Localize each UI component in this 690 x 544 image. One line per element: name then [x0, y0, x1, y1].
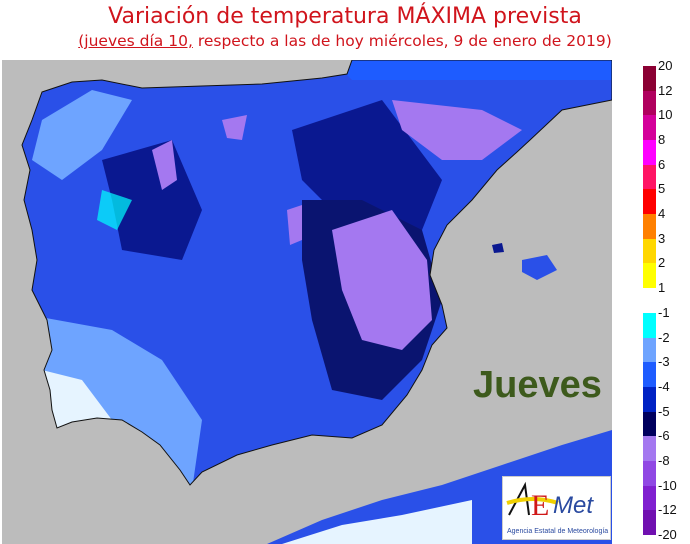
legend-label: 6 — [658, 156, 666, 172]
temperature-variation-map — [2, 60, 612, 544]
legend-label: 2 — [658, 255, 666, 271]
legend-label: -1 — [658, 305, 670, 320]
legend-swatch-positive — [643, 238, 656, 264]
svg-text:Met: Met — [553, 492, 594, 519]
legend-label: -4 — [658, 379, 670, 394]
legend-swatch-negative — [643, 387, 656, 413]
legend-label: 3 — [658, 230, 666, 246]
legend-swatch-positive — [643, 66, 656, 92]
svg-text:E: E — [531, 489, 549, 522]
legend-swatch-negative — [643, 313, 656, 339]
legend-label: -10 — [658, 477, 677, 493]
legend-swatch-positive — [643, 140, 656, 166]
map-title: Variación de temperatura MÁXIMA prevista — [108, 4, 582, 29]
legend-swatch-negative — [643, 461, 656, 487]
aemet-logo: E Met Agencia Estatal de Meteorología — [502, 476, 611, 540]
legend-label: 5 — [658, 181, 666, 197]
legend-label: -6 — [658, 428, 670, 444]
legend-label: -3 — [658, 354, 670, 370]
legend-label: -12 — [658, 502, 677, 518]
aemet-agency-name: Agencia Estatal de Meteorología — [507, 528, 609, 535]
legend-label: 12 — [658, 82, 673, 98]
legend-label: -5 — [658, 403, 670, 419]
legend-swatch-positive — [643, 115, 656, 141]
legend-label: -2 — [658, 329, 670, 345]
legend-swatch-positive — [643, 263, 656, 289]
legend-swatch-negative — [643, 362, 656, 388]
legend-swatch-positive — [643, 90, 656, 116]
legend-swatch-negative — [643, 436, 656, 462]
subtitle-day: (jueves día 10, — [78, 32, 193, 50]
legend-label: -20 — [658, 527, 677, 542]
legend-swatch-negative — [643, 510, 656, 536]
legend-label: 10 — [658, 107, 673, 123]
legend-swatch-negative — [643, 411, 656, 437]
north-africa-highland — [282, 500, 472, 544]
legend-swatch-positive — [643, 189, 656, 215]
aemet-logo-mark: E Met — [506, 481, 594, 522]
legend-swatch-negative — [643, 485, 656, 511]
legend-swatch-positive — [643, 214, 656, 240]
legend-label: 8 — [658, 132, 666, 147]
legend-swatch-positive — [643, 164, 656, 190]
legend-label: 1 — [658, 280, 666, 295]
day-label: Jueves — [473, 364, 602, 406]
legend-label: 20 — [658, 58, 673, 73]
legend-label: 4 — [658, 206, 666, 221]
balearic-islands — [522, 255, 557, 280]
legend-label: -8 — [658, 453, 670, 468]
map-subtitle: (jueves día 10, respecto a las de hoy mi… — [0, 32, 690, 50]
ibiza — [492, 243, 504, 253]
subtitle-reference: respecto a las de hoy miércoles, 9 de en… — [192, 32, 612, 50]
legend-swatch-negative — [643, 337, 656, 363]
